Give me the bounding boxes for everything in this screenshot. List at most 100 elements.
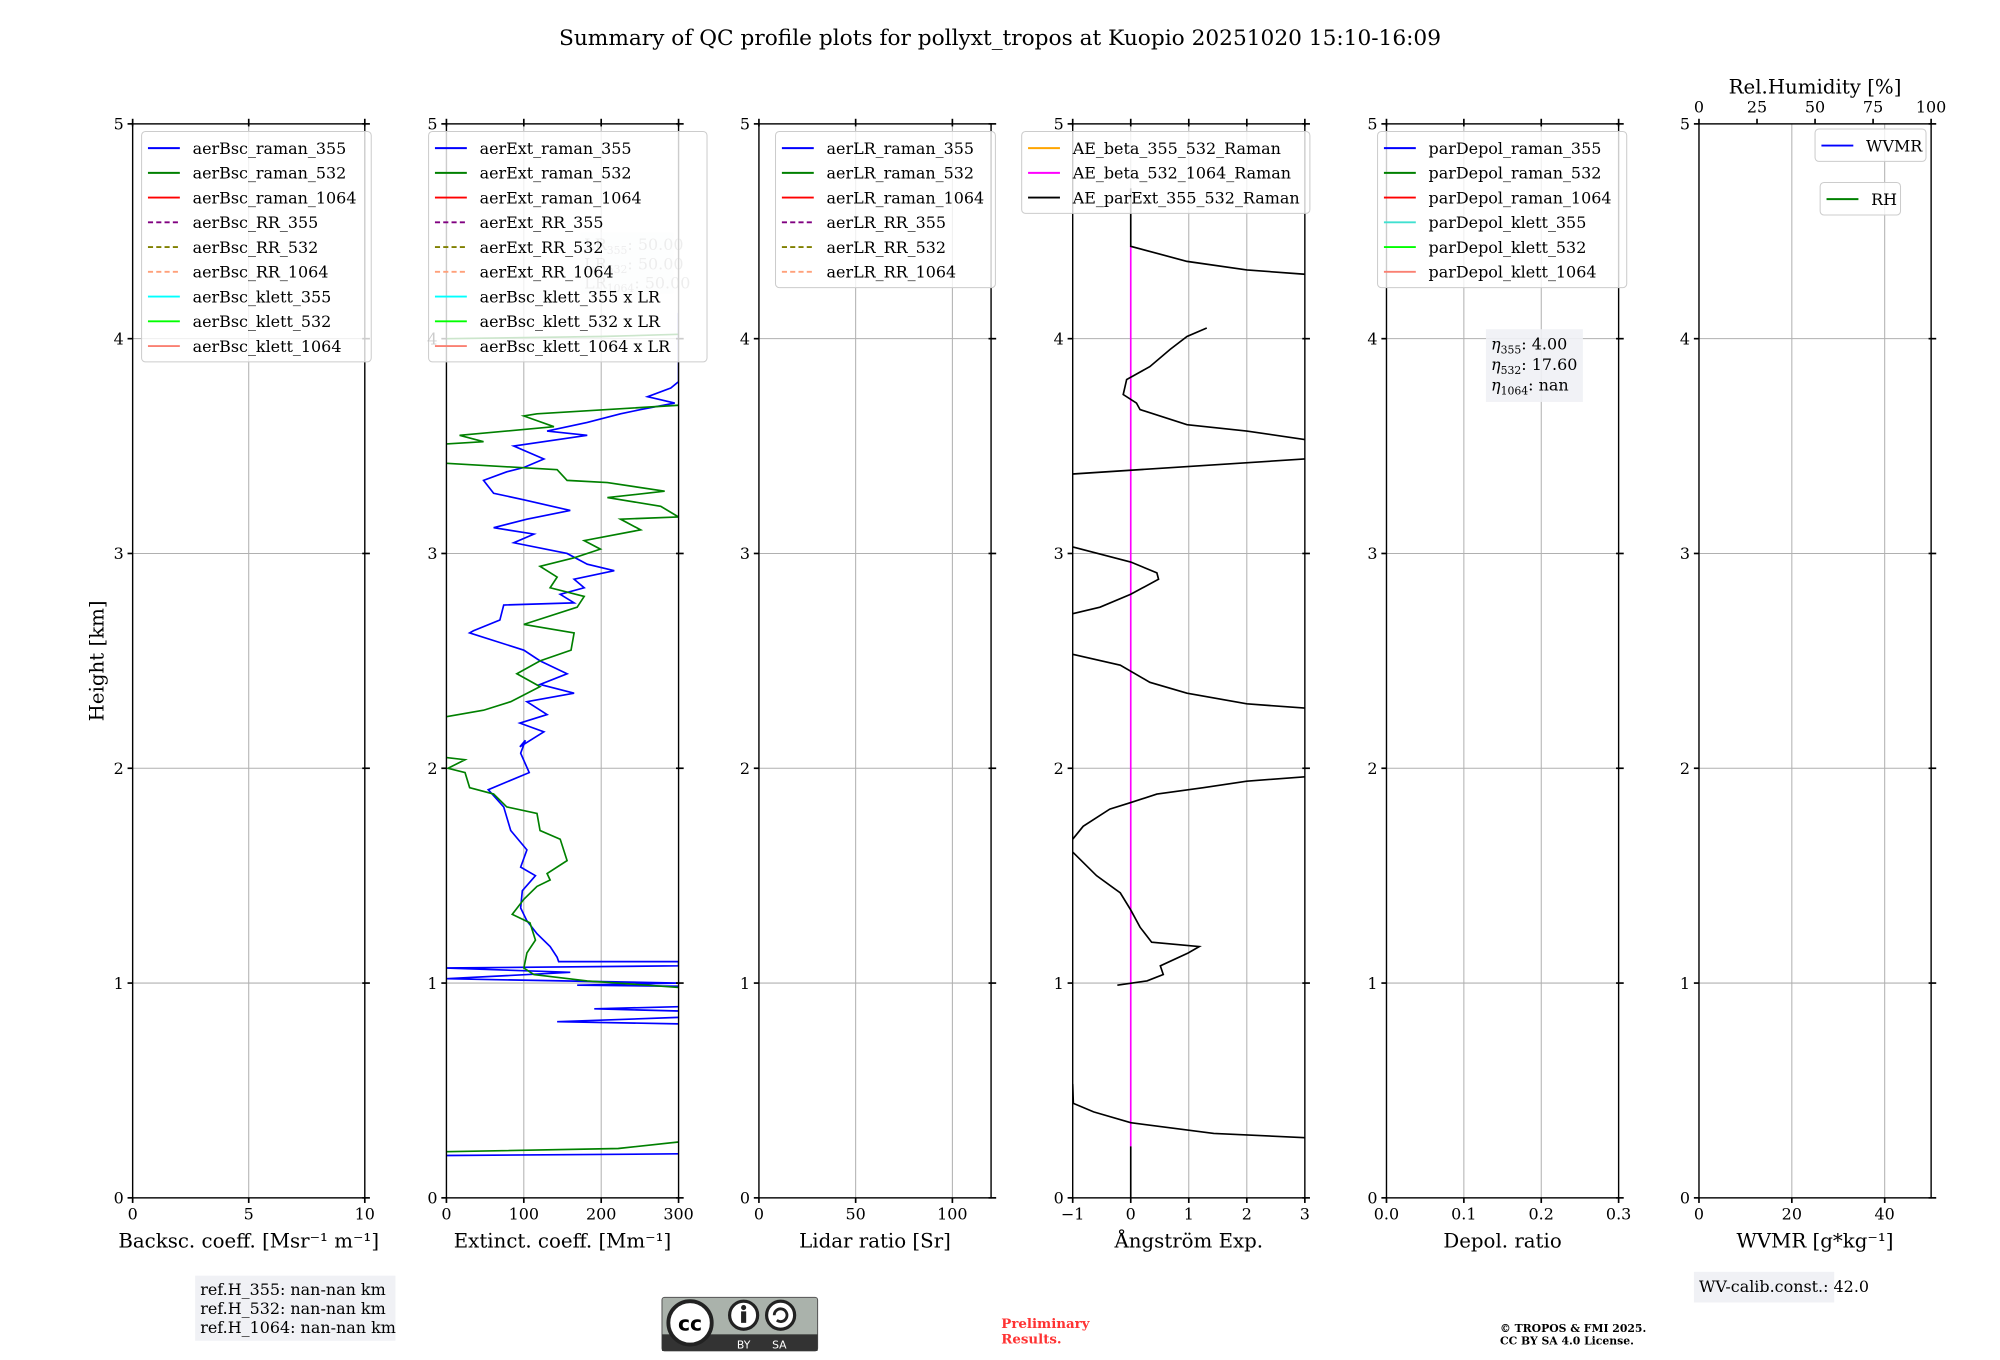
x-tick-label: 3: [1300, 1205, 1310, 1224]
eta-symbol: η: [1491, 375, 1501, 394]
y-tick-label: 3: [1680, 544, 1690, 563]
series-group: [446, 312, 679, 1157]
by-label: BY: [737, 1338, 751, 1351]
x-tick-label: 100: [509, 1205, 539, 1224]
eta-symbol: η: [1491, 335, 1501, 354]
series-line-AE_parExt_355_532_Raman: [1072, 851, 1202, 987]
series-line-aerExt_raman_355: [446, 1153, 679, 1157]
x-tick-label: 50: [846, 1205, 866, 1224]
legend: parDepol_raman_355 parDepol_raman_532 parD…: [1377, 131, 1628, 289]
legend-label: AE_beta_532_1064_Raman: [1072, 164, 1291, 183]
legend-label: aerLR_raman_1064: [827, 188, 985, 207]
x-tick-label: 5: [244, 1205, 254, 1224]
y-tick-label: 3: [114, 544, 124, 563]
legend-label: aerBsc_klett_355: [193, 287, 332, 306]
series-line-AE_parExt_355_532_Raman: [1122, 327, 1305, 441]
x-tick-label: 0.1: [1451, 1205, 1476, 1224]
panel-2: 0123450100200300Extinct. coeff. [Mm⁻¹]LR…: [427, 115, 708, 1253]
legend-label: aerBsc_raman_532: [193, 164, 347, 183]
legend-label: aerBsc_klett_1064 x LR: [480, 337, 672, 356]
y-tick-label: 2: [1054, 759, 1064, 778]
eta-sub: 1064: [1501, 384, 1529, 397]
x-axis-label: WVMR [g*kg⁻¹]: [1737, 1230, 1894, 1253]
x-tick-label: 40: [1875, 1205, 1895, 1224]
series-line-aerExt_raman_532: [446, 462, 679, 718]
y-tick-label: 0: [1680, 1189, 1690, 1208]
legend-label: aerLR_raman_532: [827, 164, 975, 183]
x-axis-label: Extinct. coeff. [Mm⁻¹]: [454, 1230, 671, 1253]
sa-icon: [764, 1299, 797, 1331]
legend-label: aerBsc_klett_532: [193, 312, 332, 331]
legend-label: aerBsc_klett_1064: [193, 337, 342, 356]
x-tick-label: 0.0: [1374, 1205, 1399, 1224]
y-tick-label: 1: [114, 974, 124, 993]
eta-355: η355: 4.00: [1491, 335, 1567, 357]
y-tick-label: 0: [1367, 1189, 1377, 1208]
legend-label: aerBsc_raman_355: [193, 139, 347, 158]
x-tick-label: 0.2: [1529, 1205, 1554, 1224]
eta-sub: 532: [1501, 364, 1522, 377]
legend-label: parDepol_klett_355: [1429, 213, 1587, 232]
y-tick-label: 3: [427, 544, 437, 563]
series-line-aerExt_raman_355: [557, 1016, 679, 1025]
x-tick-label: 20: [1782, 1205, 1802, 1224]
y-tick-label: 3: [1054, 544, 1064, 563]
y-tick-label: 5: [1367, 115, 1377, 134]
x-tick-label: −1: [1061, 1205, 1085, 1224]
x-tick-label: 200: [586, 1205, 616, 1224]
legend-label: aerBsc_klett_532 x LR: [480, 312, 661, 331]
legend: RH: [1819, 182, 1902, 216]
top-x-tick-label: 75: [1863, 97, 1883, 116]
legend-label: aerBsc_klett_355 x LR: [480, 287, 661, 306]
legend-label: aerBsc_raman_1064: [193, 188, 357, 207]
y-tick-label: 4: [1054, 329, 1064, 348]
x-tick-label: 1: [1184, 1205, 1194, 1224]
top-x-axis-label: Rel.Humidity [%]: [1729, 75, 1902, 98]
x-axis-label: Backsc. coeff. [Msr⁻¹ m⁻¹]: [118, 1230, 379, 1253]
legend: aerLR_raman_355 aerLR_raman_532 aerLR_rama…: [775, 131, 996, 289]
y-tick-label: 3: [740, 544, 750, 563]
legend-label: aerBsc_RR_355: [193, 213, 319, 232]
y-axis-label: Height [km]: [85, 600, 108, 721]
axes-frame: [1698, 123, 1932, 1199]
y-tick-label: 1: [1054, 974, 1064, 993]
legend-label: aerLR_raman_355: [827, 139, 975, 158]
y-tick-label: 1: [1680, 974, 1690, 993]
legend: aerBsc_raman_355 aerBsc_raman_532 aerBsc_r…: [141, 131, 372, 363]
eta-1064: η1064: nan: [1491, 375, 1569, 397]
top-x-tick-label: 50: [1805, 97, 1825, 116]
series-line-AE_parExt_355_532_Raman: [1072, 653, 1305, 709]
preliminary-line-1: Preliminary: [1001, 1316, 1090, 1332]
legend: WVMR: [1814, 128, 1927, 162]
copyright-note: © TROPOS & FMI 2025. CC BY SA 4.0 Licens…: [1500, 1322, 1650, 1348]
copyright-line-2: CC BY SA 4.0 License.: [1500, 1335, 1634, 1348]
y-tick-label: 0: [427, 1189, 437, 1208]
eta-symbol: η: [1491, 355, 1501, 374]
series-line-AE_parExt_355_532_Raman: [1072, 458, 1305, 475]
y-tick-label: 2: [1680, 759, 1690, 778]
x-tick-label: 100: [937, 1205, 967, 1224]
axes-frame: [758, 123, 992, 1199]
y-tick-label: 2: [1367, 759, 1377, 778]
legend-label: parDepol_raman_355: [1429, 139, 1602, 158]
panel-1: 0 1 2 3 4 5 0 5 10 Backsc. coeff. [Msr⁻¹ m⁻¹] aerB…: [114, 115, 379, 1253]
cc-by-sa-logo: cc BY SA: [661, 1296, 819, 1352]
wv-calib-box: WV-calib.const.: 42.0: [1693, 1271, 1869, 1303]
y-tick-label: 1: [427, 974, 437, 993]
top-x-tick-label: 100: [1916, 97, 1946, 116]
legend-label: WVMR: [1866, 136, 1923, 155]
series-line-aerExt_raman_355: [446, 312, 679, 988]
x-tick-label: 0: [441, 1205, 451, 1224]
preliminary-line-2: Results.: [1001, 1331, 1061, 1347]
cc-icon: cc: [678, 1312, 702, 1336]
ref-height-355: ref.H_355: nan-nan km: [200, 1280, 385, 1299]
y-tick-label: 4: [740, 329, 750, 348]
legend-label: aerExt_raman_355: [480, 139, 632, 158]
series-line-AE_parExt_355_532_Raman: [1072, 775, 1305, 840]
y-tick-label: 2: [114, 759, 124, 778]
